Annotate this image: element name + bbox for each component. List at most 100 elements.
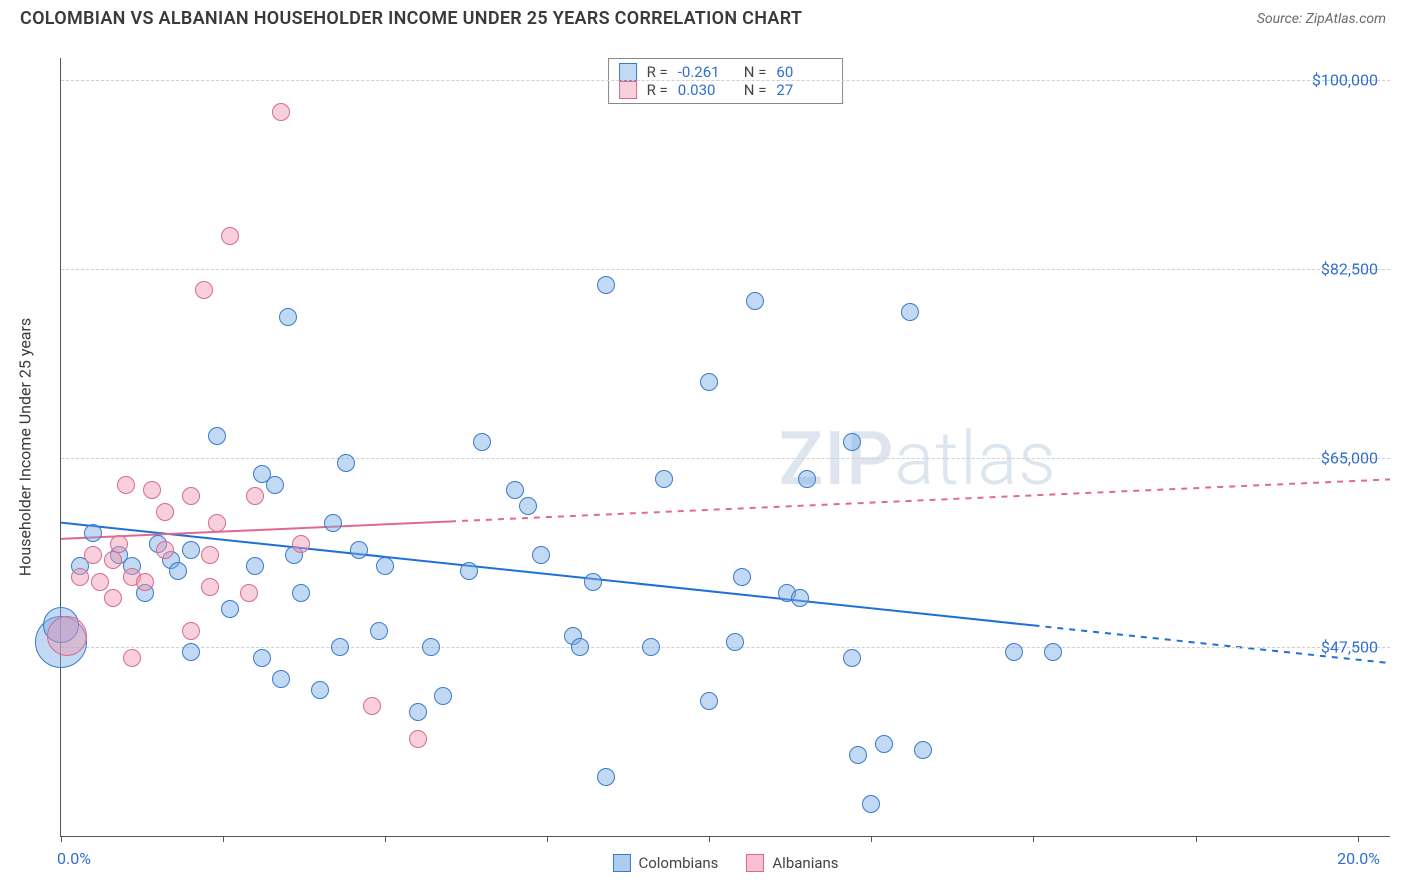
- data-point: [104, 551, 122, 569]
- data-point: [1005, 643, 1023, 661]
- data-point: [597, 768, 615, 786]
- x-tick: [1196, 836, 1197, 842]
- data-point: [182, 541, 200, 559]
- data-point: [246, 557, 264, 575]
- data-point: [123, 649, 141, 667]
- data-point: [221, 227, 239, 245]
- data-point: [363, 697, 381, 715]
- data-point: [875, 735, 893, 753]
- y-axis-title: Householder Income Under 25 years: [16, 318, 35, 576]
- x-tick: [709, 836, 710, 842]
- gridline: [61, 269, 1390, 270]
- data-point: [337, 454, 355, 472]
- data-point: [376, 557, 394, 575]
- trend-lines: [61, 58, 1390, 836]
- y-tick-label: $82,500: [1321, 259, 1378, 278]
- data-point: [726, 633, 744, 651]
- data-point: [901, 303, 919, 321]
- data-point: [473, 433, 491, 451]
- data-point: [240, 584, 258, 602]
- x-axis-min-label: 0.0%: [57, 849, 91, 868]
- gridline: [61, 458, 1390, 459]
- x-tick: [223, 836, 224, 842]
- data-point: [71, 568, 89, 586]
- data-point: [849, 746, 867, 764]
- data-point: [311, 681, 329, 699]
- data-point: [843, 649, 861, 667]
- data-point: [208, 427, 226, 445]
- data-point: [47, 616, 87, 656]
- data-point: [746, 292, 764, 310]
- data-point: [169, 562, 187, 580]
- data-point: [862, 795, 880, 813]
- legend-item: Albanians: [746, 854, 838, 872]
- gridline: [61, 80, 1390, 81]
- data-point: [253, 649, 271, 667]
- data-point: [156, 541, 174, 559]
- data-point: [532, 546, 550, 564]
- y-tick-label: $100,000: [1312, 70, 1378, 89]
- data-point: [292, 535, 310, 553]
- legend-label: Colombians: [638, 854, 718, 872]
- data-point: [642, 638, 660, 656]
- x-tick: [871, 836, 872, 842]
- data-point: [117, 476, 135, 494]
- x-tick: [1033, 836, 1034, 842]
- header: COLOMBIAN VS ALBANIAN HOUSEHOLDER INCOME…: [0, 0, 1406, 33]
- y-tick-label: $47,500: [1321, 637, 1378, 656]
- data-point: [434, 687, 452, 705]
- data-point: [156, 503, 174, 521]
- data-point: [422, 638, 440, 656]
- data-point: [208, 514, 226, 532]
- x-axis-max-label: 20.0%: [1337, 849, 1380, 868]
- data-point: [182, 643, 200, 661]
- data-point: [84, 546, 102, 564]
- data-point: [246, 487, 264, 505]
- data-point: [655, 470, 673, 488]
- data-point: [91, 573, 109, 591]
- x-tick: [1358, 836, 1359, 842]
- data-point: [791, 589, 809, 607]
- data-point: [798, 470, 816, 488]
- data-point: [272, 103, 290, 121]
- data-point: [182, 622, 200, 640]
- x-tick: [61, 836, 62, 842]
- data-point: [700, 692, 718, 710]
- data-point: [195, 281, 213, 299]
- data-point: [182, 487, 200, 505]
- data-point: [370, 622, 388, 640]
- data-point: [272, 670, 290, 688]
- y-tick-label: $65,000: [1321, 448, 1378, 467]
- data-point: [350, 541, 368, 559]
- data-point: [519, 497, 537, 515]
- source-label: Source: ZipAtlas.com: [1257, 11, 1386, 27]
- data-point: [104, 589, 122, 607]
- data-point: [143, 481, 161, 499]
- data-point: [914, 741, 932, 759]
- chart-title: COLOMBIAN VS ALBANIAN HOUSEHOLDER INCOME…: [20, 8, 802, 29]
- data-point: [266, 476, 284, 494]
- data-point: [506, 481, 524, 499]
- data-point: [279, 308, 297, 326]
- data-point: [1044, 643, 1062, 661]
- data-point: [733, 568, 751, 586]
- chart-plot-area: Householder Income Under 25 years ZIPatl…: [60, 58, 1390, 837]
- x-tick: [385, 836, 386, 842]
- bottom-legend: Colombians Albanians: [612, 854, 838, 872]
- swatch-icon: [612, 854, 630, 872]
- legend-label: Albanians: [772, 854, 838, 872]
- data-point: [409, 730, 427, 748]
- data-point: [201, 546, 219, 564]
- data-point: [110, 535, 128, 553]
- data-point: [221, 600, 239, 618]
- data-point: [597, 276, 615, 294]
- data-point: [292, 584, 310, 602]
- data-point: [571, 638, 589, 656]
- data-point: [84, 524, 102, 542]
- data-point: [584, 573, 602, 591]
- data-point: [700, 373, 718, 391]
- data-point: [409, 703, 427, 721]
- data-point: [460, 562, 478, 580]
- legend-item: Colombians: [612, 854, 718, 872]
- data-point: [331, 638, 349, 656]
